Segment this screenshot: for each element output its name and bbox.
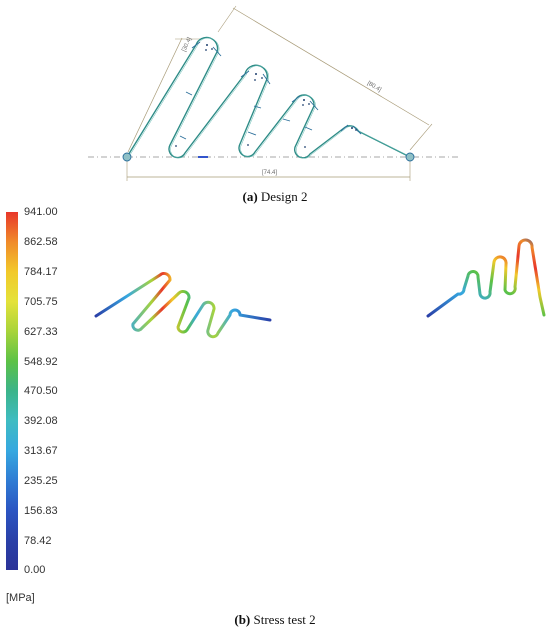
dimension-line-80-4: [232, 7, 430, 126]
stress-plot-spring-2: [426, 238, 546, 318]
design-2-drawing: [30.4] [80.4] [74.4]: [88, 5, 460, 181]
colorbar-tick: 784.17: [24, 266, 58, 278]
colorbar-tick: 78.42: [24, 535, 52, 547]
colorbar-tick: 156.83: [24, 505, 58, 517]
colorbar-tick: 0.00: [24, 564, 46, 576]
right-pin: [405, 152, 415, 162]
colorbar-tick: 627.33: [24, 326, 58, 338]
stress-plot-spring-1: [94, 272, 272, 339]
caption-b-text: Stress test 2: [253, 612, 316, 627]
colorbar-tick: 548.92: [24, 356, 58, 368]
construction-markers: [179, 41, 362, 140]
colorbar-tick: 470.50: [24, 385, 58, 397]
spring-design-path: [126, 36, 411, 159]
left-pin: [122, 152, 132, 162]
colorbar-tick: 705.75: [24, 296, 58, 308]
dimension-label-74-4: [74.4]: [262, 170, 277, 176]
caption-b: (b) Stress test 2: [0, 612, 550, 628]
dimension-line-30-4: [127, 37, 183, 153]
dimension-label-30-4: [30.4]: [181, 36, 193, 52]
stress-colorbar: [6, 212, 18, 570]
colorbar-tick: 313.67: [24, 445, 58, 457]
spring-1-stress-path: [94, 272, 272, 339]
colorbar-tick: 235.25: [24, 475, 58, 487]
dimension-label-80-4: [80.4]: [366, 81, 382, 94]
spring-2-stress-path: [426, 238, 546, 318]
colorbar-tick: 862.58: [24, 236, 58, 248]
caption-a-tag: (a): [242, 189, 258, 204]
caption-b-tag: (b): [234, 612, 251, 627]
colorbar-units: [MPa]: [6, 592, 35, 604]
colorbar-tick: 392.08: [24, 415, 58, 427]
construction-dots: [175, 44, 357, 148]
caption-a: (a) Design 2: [0, 189, 550, 205]
colorbar-tick: 941.00: [24, 206, 58, 218]
caption-a-text: Design 2: [260, 189, 308, 204]
